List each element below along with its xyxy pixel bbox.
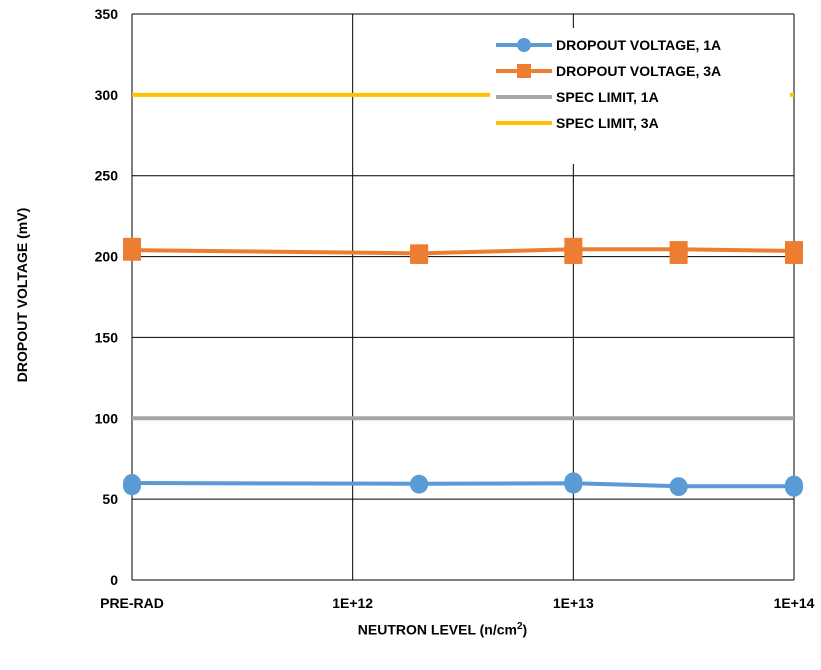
series-lines [123,92,803,497]
series-1-point-9 [785,245,803,264]
series-1-point-3 [410,245,429,264]
series-1-point-5 [564,245,583,264]
legend-label-1: DROPOUT VOLTAGE, 3A [556,63,721,79]
legend-label-2: SPEC LIMIT, 1A [556,89,659,105]
x-axis-title: NEUTRON LEVEL (n/cm2) [0,621,821,638]
legend: DROPOUT VOLTAGE, 1A DROPOUT VOLTAGE, 3A SP… [490,28,790,164]
x-tick-label-2: 1E+13 [553,595,594,611]
y-tick-label-50: 50 [102,491,118,507]
x-tick-label-1: 1E+12 [332,595,373,611]
x-axis-title-superscript: 2 [516,621,523,632]
x-tick-labels: PRE-RAD 1E+12 1E+13 1E+14 [100,595,815,611]
y-axis-title-text: DROPOUT VOLTAGE (mV) [14,207,30,383]
y-tick-label-150: 150 [95,329,119,345]
y-tick-label-100: 100 [95,410,119,426]
y-tick-label-200: 200 [95,249,119,265]
y-tick-label-300: 300 [95,87,119,103]
series-line-1 [131,247,795,256]
x-axis-title-close: ) [522,621,528,638]
series-1-point-7 [669,245,688,264]
y-tick-label-250: 250 [95,168,119,184]
y-tick-label-350: 350 [95,6,119,22]
series-line-0 [131,480,794,489]
series-0-point-1 [123,477,141,496]
y-tick-label-0: 0 [110,572,118,588]
series-0-point-3 [410,475,429,494]
legend-marker-1 [517,64,531,78]
x-tick-label-0: PRE-RAD [100,595,164,611]
x-tick-label-3: 1E+14 [774,595,815,611]
series-1-point-1 [123,242,141,261]
series-0-point-7 [669,478,688,497]
x-axis-title-text: NEUTRON LEVEL (n/cm [357,621,517,638]
y-tick-labels: 0 50 100 150 200 250 300 350 [95,6,119,588]
legend-marker-0 [517,38,531,52]
series-0-point-5 [564,475,583,494]
legend-label-0: DROPOUT VOLTAGE, 1A [556,37,721,53]
legend-label-3: SPEC LIMIT, 3A [556,115,659,131]
series-0-point-9 [785,478,803,497]
